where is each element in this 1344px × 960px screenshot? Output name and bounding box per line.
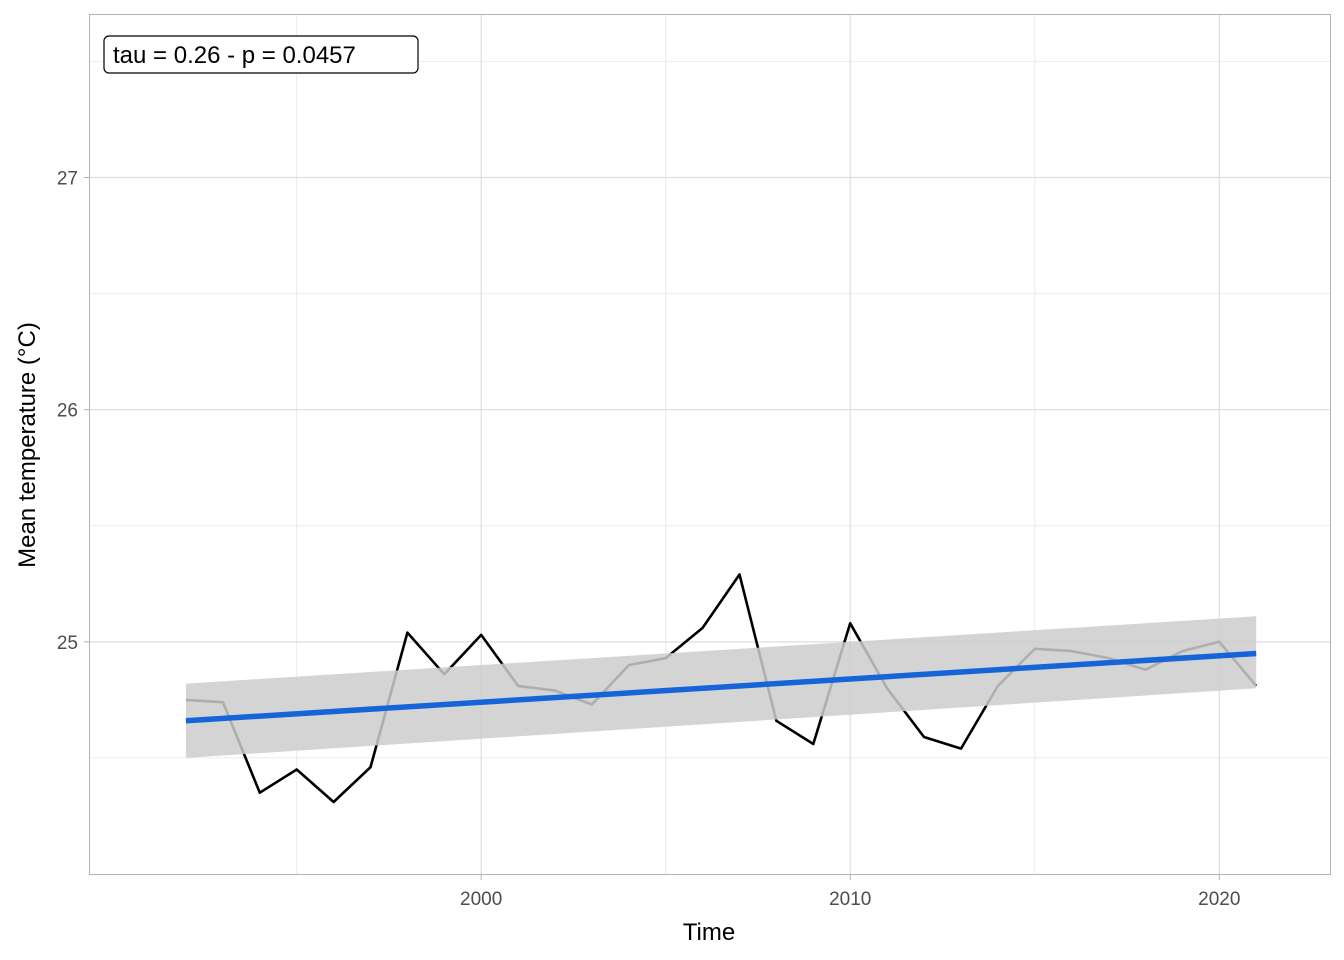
y-tick-label: 27: [57, 169, 78, 190]
marks: [185, 573, 1258, 804]
annotation-text: tau = 0.26 - p = 0.0457: [113, 42, 356, 69]
grid-major: [90, 15, 1330, 874]
ticks: 2000 2010 2020 25 26 27: [57, 169, 1241, 910]
x-tick-label: 2010: [829, 889, 871, 910]
plot-panel-border: [89, 14, 1331, 875]
annotation-label: tau = 0.26 - p = 0.0457: [103, 35, 419, 74]
x-axis-title: Time: [683, 919, 735, 946]
y-tick-label: 26: [57, 401, 78, 422]
y-tick-label: 25: [57, 633, 78, 654]
annotation-box: [103, 35, 419, 74]
trend-line: [185, 650, 1257, 724]
x-tick-label: 2000: [460, 889, 502, 910]
x-tick-label: 2020: [1198, 889, 1240, 910]
y-axis-title: Mean temperature (°C): [14, 322, 41, 568]
